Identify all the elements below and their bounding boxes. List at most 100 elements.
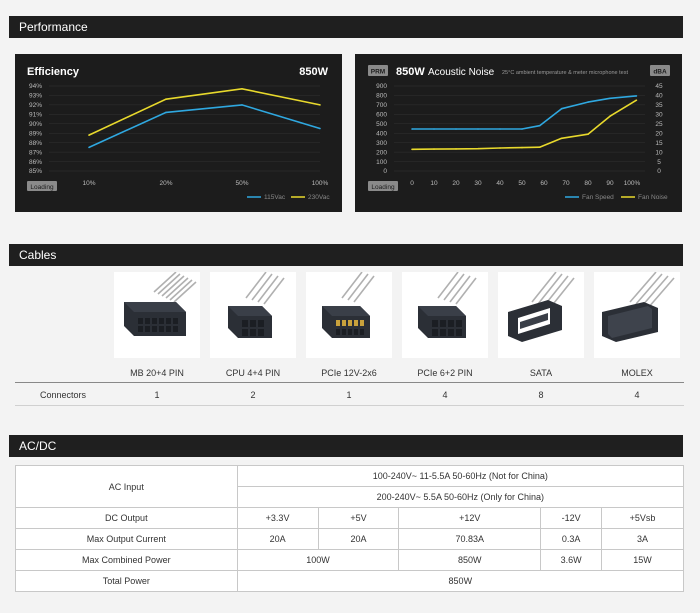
y-tick-label: 87% bbox=[29, 149, 42, 156]
y-tick-label-right: 15 bbox=[655, 140, 663, 147]
series-line-fan-speed bbox=[412, 95, 637, 130]
cable-label-pcie: PCIe 6+2 PIN bbox=[417, 368, 473, 378]
data-point bbox=[411, 128, 413, 130]
data-point bbox=[499, 147, 501, 149]
data-point bbox=[165, 111, 167, 114]
data-point bbox=[88, 134, 90, 136]
rail-cell: -12V bbox=[540, 507, 603, 529]
y-tick-label: 86% bbox=[29, 159, 42, 166]
data-point bbox=[455, 148, 457, 150]
performance-section-header: Performance bbox=[9, 16, 683, 38]
x-tick-label: 0 bbox=[410, 180, 414, 187]
data-point bbox=[587, 133, 589, 135]
rail-cell: +5Vsb bbox=[601, 507, 684, 529]
acoustic-chart: PRM 850W Acoustic Noise 25°C ambient tem… bbox=[368, 65, 670, 201]
cpu-connector-icon bbox=[210, 271, 296, 358]
x-tick-label: 100% bbox=[624, 180, 641, 187]
current-cell: 20A bbox=[317, 528, 400, 550]
prm-badge-label: PRM bbox=[371, 69, 385, 76]
x-tick-label: 70 bbox=[562, 180, 570, 187]
combined-cell: 100W bbox=[236, 549, 400, 571]
molex-connector-icon bbox=[594, 271, 680, 358]
x-tick-label: 40 bbox=[496, 180, 504, 187]
efficiency-loading-label: Loading bbox=[30, 184, 54, 191]
y-tick-label: 92% bbox=[29, 102, 42, 109]
x-tick-label: 20% bbox=[159, 180, 172, 187]
legend-230vac-label: 230Vac bbox=[308, 194, 330, 201]
connector-count-cpu: 2 bbox=[250, 390, 256, 400]
current-cell: 3A bbox=[601, 528, 684, 550]
table-row: Max Output Current 20A 20A 70.83A 0.3A 3… bbox=[15, 528, 684, 550]
y-tick-label: 94% bbox=[29, 83, 42, 90]
y-tick-label: 85% bbox=[29, 168, 42, 175]
y-tick-label-left: 200 bbox=[376, 149, 387, 156]
y-tick-label-left: 700 bbox=[376, 102, 387, 109]
data-point bbox=[477, 147, 479, 150]
acdc-title: AC/DC bbox=[19, 439, 57, 453]
pcie-12v-connector-icon bbox=[306, 271, 392, 358]
ac-input-line2: 200-240V~ 5.5A 50-60Hz (Only for China) bbox=[236, 486, 685, 508]
data-point bbox=[560, 137, 563, 140]
pcie-connector-icon bbox=[402, 271, 488, 358]
data-point bbox=[319, 127, 321, 130]
cables-divider bbox=[15, 382, 684, 383]
data-point bbox=[88, 146, 90, 149]
current-cell: 20A bbox=[236, 528, 319, 550]
y-tick-label-left: 0 bbox=[383, 168, 387, 175]
acdc-section-header: AC/DC bbox=[9, 435, 683, 457]
y-tick-label: 89% bbox=[29, 130, 42, 137]
connector-count-sata: 8 bbox=[538, 390, 544, 400]
y-tick-label: 91% bbox=[29, 112, 42, 119]
data-point bbox=[609, 115, 611, 117]
acoustic-note: 25°C ambient temperature & meter microph… bbox=[502, 70, 628, 76]
efficiency-wattage: 850W bbox=[299, 66, 328, 78]
rail-cell: +3.3V bbox=[236, 507, 319, 529]
y-tick-label-right: 40 bbox=[655, 93, 663, 100]
data-point bbox=[319, 104, 321, 106]
mb-connector-icon bbox=[114, 271, 200, 358]
y-tick-label-left: 300 bbox=[376, 140, 387, 147]
x-tick-label: 60 bbox=[540, 180, 548, 187]
table-row: DC Output +3.3V +5V +12V -12V +5Vsb bbox=[15, 507, 684, 529]
y-tick-label-left: 600 bbox=[376, 112, 387, 119]
connector-count-mb: 1 bbox=[154, 390, 160, 400]
dba-badge-label: dBA bbox=[653, 69, 667, 76]
data-point bbox=[635, 95, 638, 97]
cable-label-molex: MOLEX bbox=[621, 368, 653, 378]
cable-label-sata: SATA bbox=[529, 368, 553, 378]
connectors-label: Connectors bbox=[40, 390, 87, 400]
ac-input-label: AC Input bbox=[15, 465, 238, 508]
performance-title: Performance bbox=[19, 20, 88, 34]
efficiency-title: Efficiency bbox=[27, 66, 80, 78]
table-row: Max Combined Power 100W 850W 3.6W 15W bbox=[15, 549, 684, 571]
cables-title: Cables bbox=[19, 248, 57, 262]
acoustic-loading-badge bbox=[368, 181, 398, 191]
y-tick-label-left: 500 bbox=[376, 121, 387, 128]
y-tick-label: 88% bbox=[29, 140, 42, 147]
combined-cell: 850W bbox=[398, 549, 542, 571]
x-tick-label: 20 bbox=[452, 180, 460, 187]
cable-label-cpu: CPU 4+4 PIN bbox=[225, 368, 281, 378]
total-power-value: 850W bbox=[236, 570, 685, 592]
data-point bbox=[587, 101, 589, 103]
combined-cell: 15W bbox=[601, 549, 684, 571]
table-row: Total Power 850W bbox=[15, 570, 685, 592]
current-cell: 0.3A bbox=[540, 528, 603, 550]
rail-cell: +5V bbox=[317, 507, 400, 529]
data-point bbox=[241, 88, 243, 90]
data-point bbox=[635, 99, 638, 101]
dba-badge bbox=[650, 65, 670, 76]
combined-cell: 3.6W bbox=[540, 549, 603, 571]
sata-connector-icon bbox=[498, 271, 584, 358]
prm-badge bbox=[368, 65, 388, 76]
x-tick-label: 80 bbox=[584, 180, 592, 187]
cable-label-mb: MB 20+4 PIN bbox=[130, 368, 184, 378]
data-point bbox=[477, 128, 479, 130]
y-tick-label-left: 900 bbox=[376, 83, 387, 90]
data-point bbox=[499, 128, 501, 130]
rail-cell: +12V bbox=[398, 507, 542, 529]
y-tick-label-right: 30 bbox=[655, 112, 663, 119]
y-tick-label-right: 10 bbox=[655, 149, 663, 156]
cable-label-pcie-12v: PCIe 12V-2x6 bbox=[321, 368, 377, 378]
x-tick-label: 100% bbox=[312, 180, 329, 187]
